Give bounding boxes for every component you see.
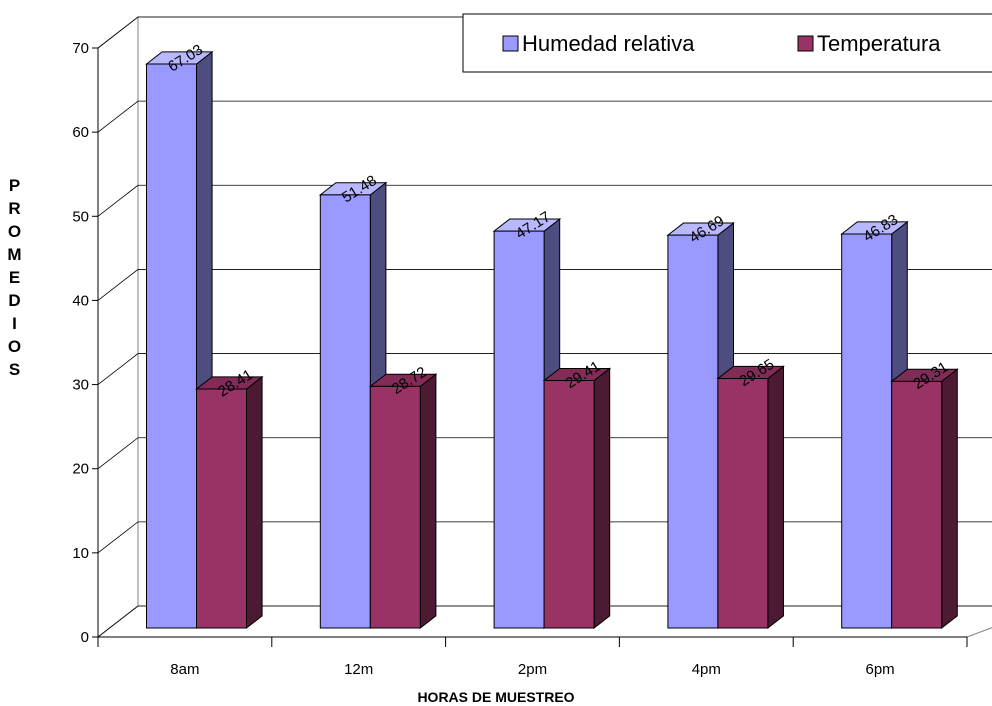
bar <box>368 373 438 630</box>
grid-line <box>97 269 992 301</box>
legend-label: Temperatura <box>817 31 941 56</box>
bar-side <box>767 365 784 630</box>
grid-line <box>97 100 992 133</box>
bar-front <box>493 230 545 629</box>
legend-box <box>462 13 992 73</box>
bar-front <box>841 233 893 629</box>
x-axis-title: HORAS DE MUESTREO <box>417 689 574 705</box>
x-tick-label: 4pm <box>692 661 721 678</box>
bar-front <box>667 234 719 629</box>
side-wall <box>97 15 139 639</box>
y-axis-title: PROMEDIOS <box>5 176 24 383</box>
bar-side <box>419 373 437 630</box>
bar <box>716 365 785 630</box>
bar-side <box>941 368 958 630</box>
grid-line <box>97 353 992 385</box>
y-tick-label: 0 <box>81 629 89 646</box>
y-tick-label: 40 <box>72 292 89 309</box>
bar <box>195 375 264 630</box>
y-tick-label: 50 <box>72 208 89 225</box>
bar-side <box>246 375 263 630</box>
bar-side <box>593 367 611 630</box>
bar-front <box>319 194 371 629</box>
legend-label: Humedad relativa <box>522 31 695 56</box>
x-tick-label: 6pm <box>866 661 895 678</box>
x-tick-label: 12m <box>344 661 373 678</box>
grid-line <box>97 184 992 217</box>
y-tick-label: 10 <box>72 545 89 562</box>
x-tick-label: 8am <box>170 661 199 678</box>
y-tick-label: 30 <box>72 377 89 394</box>
bar-front <box>891 380 943 629</box>
bar-front <box>146 63 197 629</box>
legend-swatch <box>797 35 814 52</box>
bar-front <box>717 378 769 629</box>
bar <box>542 367 612 630</box>
bar-front <box>543 380 595 629</box>
y-tick-label: 70 <box>72 40 89 57</box>
y-tick-label: 60 <box>72 124 89 141</box>
bar <box>890 368 959 630</box>
x-tick-label: 2pm <box>518 661 547 678</box>
legend-swatch <box>502 35 519 52</box>
bar-front <box>369 385 421 629</box>
bar-front <box>196 388 247 629</box>
y-tick-label: 20 <box>72 461 89 478</box>
bar <box>145 50 214 630</box>
